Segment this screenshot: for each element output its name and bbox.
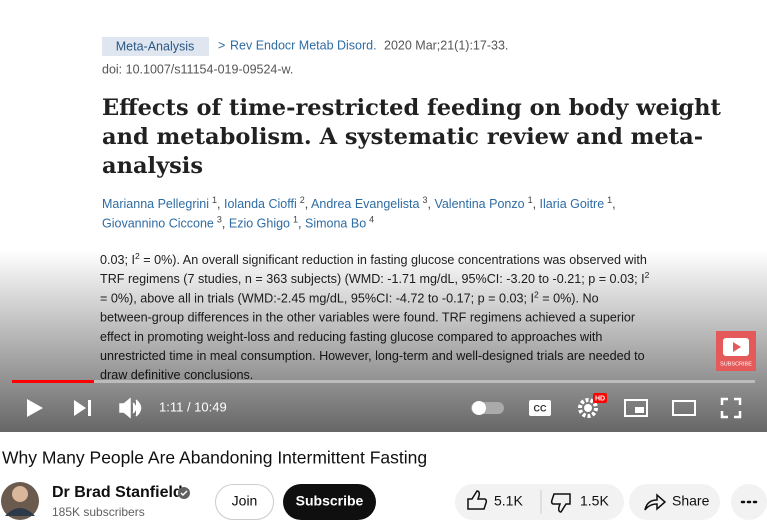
time: 1:11 / 10:49 xyxy=(159,399,227,414)
author-name[interactable]: Andrea Evangelista xyxy=(311,197,419,211)
author-name[interactable]: Ilaria Goitre xyxy=(540,197,605,211)
author-name[interactable]: Simona Bo xyxy=(305,217,366,231)
author-line: Giovannino Ciccone 3, Ezio Ghigo 1, Simona… xyxy=(102,215,374,231)
avatar-face xyxy=(12,486,28,502)
author-sep: , xyxy=(217,197,220,211)
author-name[interactable]: Ezio Ghigo xyxy=(229,217,290,231)
author-sup: 1 xyxy=(528,195,533,205)
hd-badge: HD xyxy=(595,395,605,402)
author-name[interactable]: Marianna Pellegrini xyxy=(102,197,209,211)
share-label: Share xyxy=(672,493,710,509)
journal: Rev Endocr Metab Disord. xyxy=(230,38,377,52)
article-title: and metabolism. A systematic review and … xyxy=(102,124,703,150)
share-icon xyxy=(644,493,667,511)
join-button[interactable] xyxy=(215,484,274,520)
badge: Meta-Analysis xyxy=(116,39,195,53)
subscribe-label: Subscribe xyxy=(296,493,364,509)
author-sep: , xyxy=(305,197,308,211)
miniplayer-button[interactable] xyxy=(624,399,648,417)
autoplay-knob xyxy=(472,401,486,415)
captions-label: CC xyxy=(534,403,547,413)
author-sup: 1 xyxy=(212,195,217,205)
author-sup: 1 xyxy=(607,195,612,205)
dislike-count: 1.5K xyxy=(580,493,609,509)
author-name[interactable]: Iolanda Cioffi xyxy=(224,197,297,211)
subscriber-count: 185K subscribers xyxy=(52,505,145,519)
captions-button[interactable] xyxy=(529,400,551,416)
author-name[interactable]: Giovannino Ciccone xyxy=(102,217,214,231)
theater-button[interactable] xyxy=(672,400,696,416)
author-sep: , xyxy=(533,197,536,211)
author-sup: 3 xyxy=(422,195,427,205)
article-title: analysis xyxy=(102,153,203,179)
author-line: Marianna Pellegrini 1, Iolanda Cioffi 2, A… xyxy=(102,195,616,211)
play-button[interactable] xyxy=(27,399,43,417)
next-button[interactable] xyxy=(74,400,91,416)
share-button[interactable] xyxy=(629,484,720,520)
author-sup: 4 xyxy=(369,215,374,225)
author-sup: 2 xyxy=(300,195,305,205)
settings-button[interactable] xyxy=(578,398,598,418)
author-sep: , xyxy=(612,197,615,211)
channel-name[interactable]: Dr Brad Stanfield xyxy=(52,484,183,501)
volume-button[interactable] xyxy=(119,397,142,419)
progress-played xyxy=(12,380,94,383)
author-sep: , xyxy=(298,217,301,231)
watermark-icon xyxy=(723,338,749,356)
join-label: Join xyxy=(232,493,258,509)
progress-track[interactable] xyxy=(12,380,755,383)
like-group xyxy=(455,484,624,520)
video-title: Why Many People Are Abandoning Intermitt… xyxy=(2,448,427,468)
badge-bg xyxy=(102,37,209,56)
like-count: 5.1K xyxy=(494,493,523,509)
settings-hub xyxy=(584,404,592,412)
like-icon[interactable] xyxy=(467,490,488,510)
article-title: Effects of time-restricted feeding on bo… xyxy=(102,95,721,121)
subscribe-button[interactable] xyxy=(283,484,376,520)
watermark: SUBSCRIBE xyxy=(720,361,752,367)
miniplayer-inner xyxy=(635,407,644,413)
avatar-body xyxy=(5,508,35,516)
author-sep: , xyxy=(427,197,430,211)
author-name[interactable]: Valentina Ponzo xyxy=(434,197,524,211)
author-sup: 3 xyxy=(217,215,222,225)
doi: doi: 10.1007/s11154-019-09524-w. xyxy=(102,62,293,76)
fullscreen-button[interactable] xyxy=(720,397,742,419)
journal-prefix: > xyxy=(218,38,225,52)
verified-check xyxy=(180,490,188,497)
control-shade xyxy=(0,250,767,432)
dislike-icon[interactable] xyxy=(550,493,571,513)
hd-bg xyxy=(593,393,607,403)
author-sup: 1 xyxy=(293,215,298,225)
author-sep: , xyxy=(222,217,225,231)
citation: 2020 Mar;21(1):17-33. xyxy=(384,38,508,52)
